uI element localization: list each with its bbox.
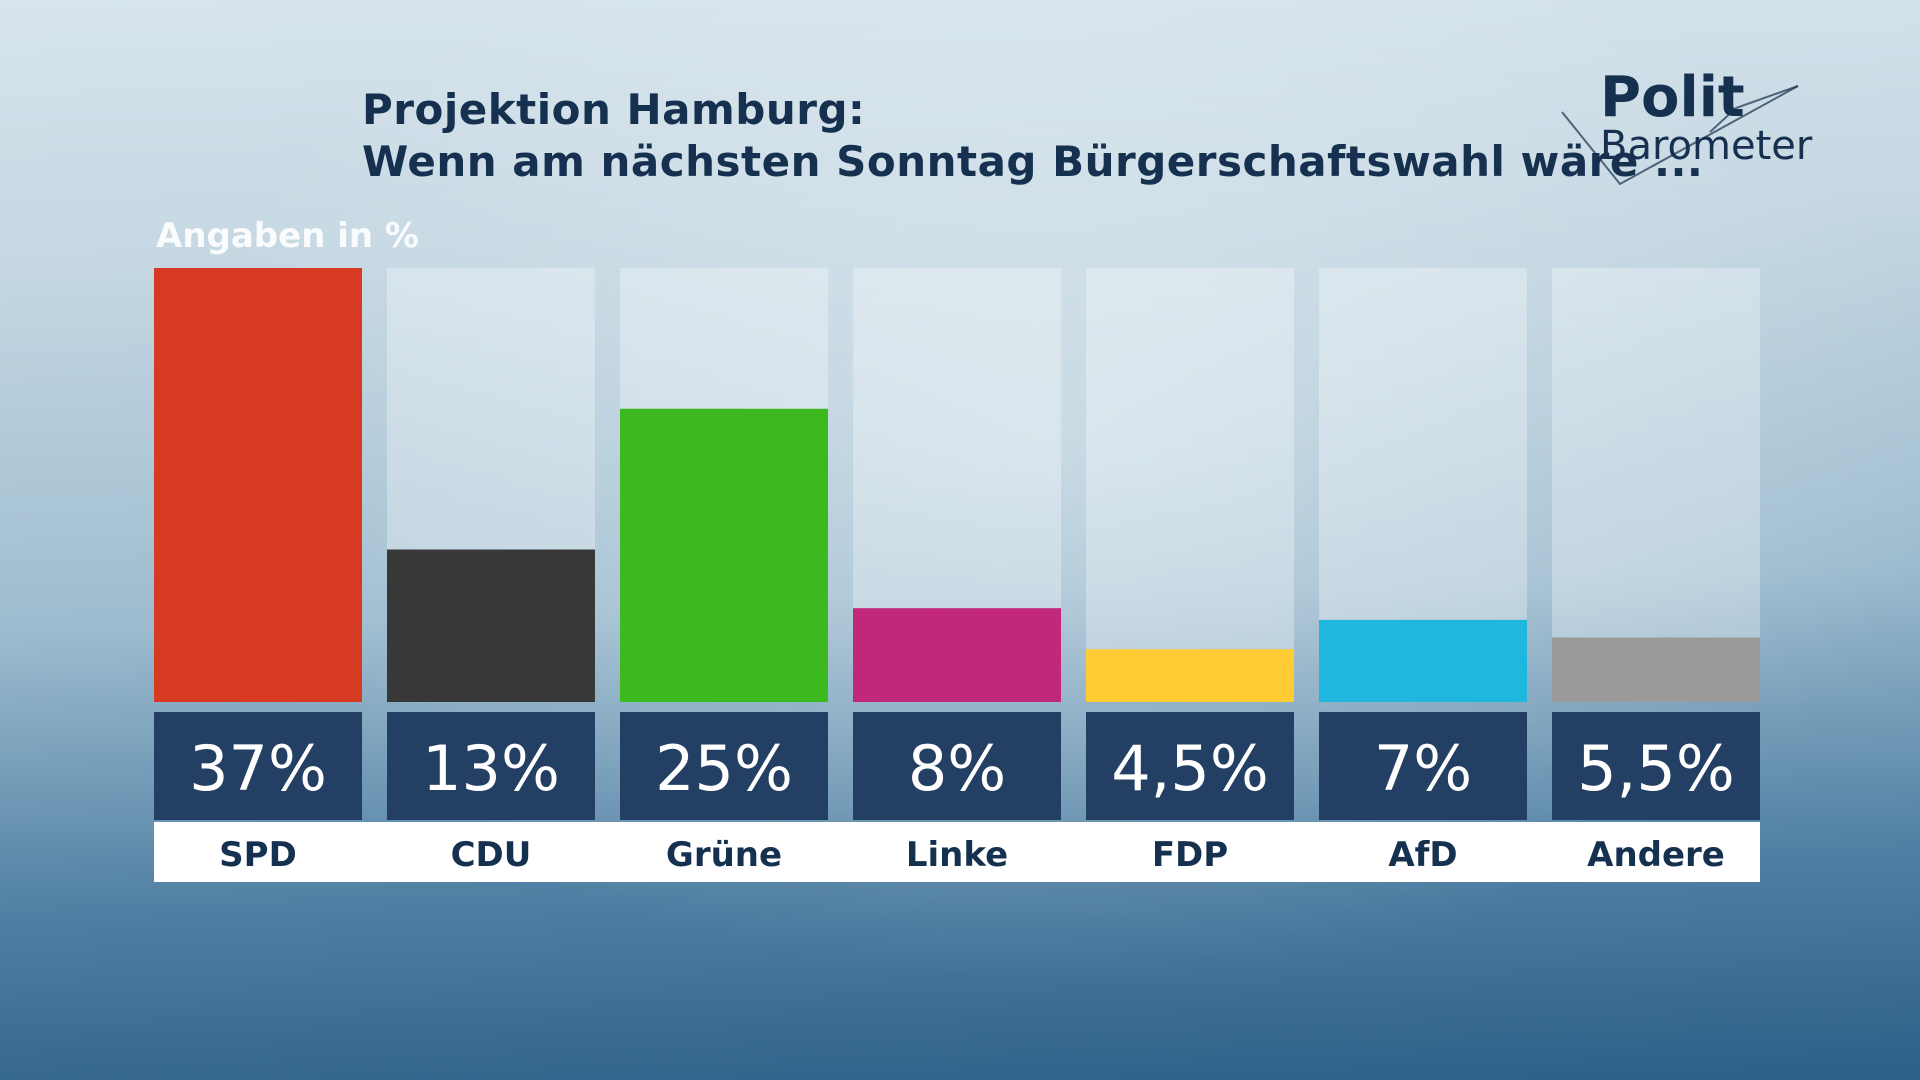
bar-gr-ne (620, 408, 828, 702)
category-label-gr-ne: Grüne (666, 835, 782, 875)
bar-andere (1552, 637, 1760, 702)
title-line-2: Wenn am nächsten Sonntag Bürgerschaftswa… (362, 137, 1704, 186)
value-box-cdu (387, 712, 595, 820)
bar-afd (1319, 619, 1527, 702)
value-label-andere: 5,5% (1577, 732, 1735, 805)
bar-linke (853, 608, 1061, 702)
value-box-linke (853, 712, 1061, 820)
bar-fdp (1086, 649, 1294, 702)
category-label-linke: Linke (906, 835, 1008, 875)
category-label-strip (154, 822, 1760, 882)
bar-track-andere (1552, 268, 1760, 702)
unit-label: Angaben in % (156, 216, 420, 256)
value-labels: 37% 13% 25% 8% 4,5% 7% 5,5% (154, 712, 1760, 820)
value-label-linke: 8% (908, 732, 1006, 805)
checkmark-icon (1561, 85, 1799, 186)
politbarometer-logo: Polit Barometer (1560, 65, 1813, 188)
logo-text-barometer: Barometer (1600, 123, 1813, 169)
bar-track-fdp (1086, 268, 1294, 702)
category-label-fdp: FDP (1152, 835, 1228, 875)
category-label-andere: Andere (1587, 835, 1725, 875)
category-labels: SPD CDU Grüne Linke FDP AfD Andere (219, 835, 1725, 875)
bar-spd (154, 268, 362, 702)
value-box-gr-ne (620, 712, 828, 820)
bar-cdu (387, 549, 595, 702)
value-label-spd: 37% (189, 732, 327, 805)
value-box-spd (154, 712, 362, 820)
value-label-afd: 7% (1374, 732, 1472, 805)
value-label-cdu: 13% (422, 732, 560, 805)
bars (154, 268, 1760, 702)
value-box-afd (1319, 712, 1527, 820)
value-label-gr-ne: 25% (655, 732, 793, 805)
value-label-fdp: 4,5% (1111, 732, 1269, 805)
category-label-cdu: CDU (451, 835, 532, 875)
title-line-1: Projektion Hamburg: (362, 85, 866, 134)
chart-title: Projektion Hamburg: Wenn am nächsten Son… (362, 84, 1703, 188)
category-label-spd: SPD (219, 835, 297, 875)
value-box-andere (1552, 712, 1760, 820)
value-box-fdp (1086, 712, 1294, 820)
category-label-afd: AfD (1388, 835, 1457, 875)
logo-text-polit: Polit (1600, 65, 1745, 130)
